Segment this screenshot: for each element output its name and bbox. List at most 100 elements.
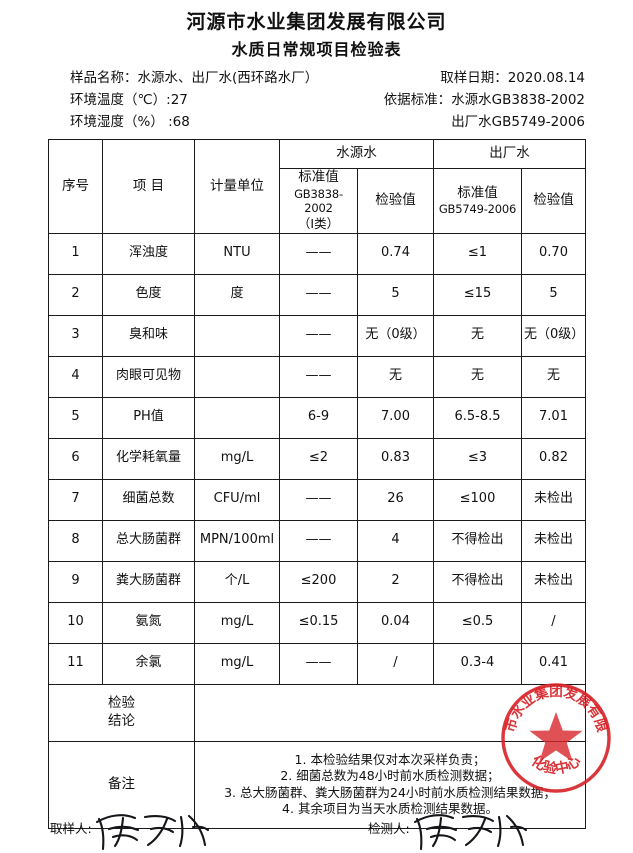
signature-area: 取样人: (48, 811, 585, 853)
cell-unit: mg/L (194, 437, 280, 480)
cell-index: 11 (48, 642, 103, 685)
cell-standard-source: —— (279, 478, 358, 521)
cell-index: 2 (48, 273, 103, 316)
temperature-value: 27 (170, 91, 188, 108)
conclusion-row: 检验 结论 (48, 683, 586, 742)
cell-item-name: 粪大肠菌群 (102, 560, 195, 603)
cell-standard-source: —— (279, 273, 358, 316)
cell-value-output: / (521, 601, 586, 644)
cell-value-source: 5 (357, 273, 434, 316)
cell-standard-output: 0.3-4 (433, 642, 522, 685)
cell-unit (194, 355, 280, 398)
humidity: 环境湿度（%） :68 (70, 112, 190, 132)
cell-value-source: 26 (357, 478, 434, 521)
cell-value-output: 无（0级） (521, 314, 586, 357)
cell-unit (194, 314, 280, 357)
cell-value-source: 无 (357, 355, 434, 398)
cell-value-output: 未检出 (521, 519, 586, 562)
humidity-label: 环境湿度（%） : (70, 113, 173, 130)
cell-standard-source: —— (279, 314, 358, 357)
cell-standard-output: 6.5-8.5 (433, 396, 522, 439)
cell-standard-source: ≤0.15 (279, 601, 358, 644)
remark-line-2: 2. 细菌总数为48小时前水质检测数据； (280, 768, 500, 784)
report-title: 水质日常规项目检验表 (231, 39, 402, 59)
sampling-date-value: 2020.08.14 (507, 69, 585, 86)
table-row: 8 总大肠菌群 MPN/100ml —— 4 不得检出 未检出 (48, 519, 586, 562)
table-row: 10 氨氮 mg/L ≤0.15 0.04 ≤0.5/ (48, 601, 586, 644)
cell-standard-source: ≤200 (279, 560, 358, 603)
cell-item-name: 余氯 (102, 642, 195, 685)
humidity-value: 68 (172, 113, 190, 130)
cell-value-output: 5 (521, 273, 586, 316)
standard-value-label: 标准值 (298, 169, 339, 185)
cell-value-source: 0.04 (357, 601, 434, 644)
meta-row-temperature: 环境温度（℃）:27 依据标准：水源水GB3838-2002 (70, 88, 585, 110)
sample-name: 样品名称：水源水、出厂水(西环路水厂） (70, 68, 318, 88)
cell-standard-source: ≤2 (279, 437, 358, 480)
table-row: 9 粪大肠菌群 个/L ≤200 2 不得检出 未检出 (48, 560, 586, 603)
cell-unit: mg/L (194, 642, 280, 685)
results-table: 序号 项 目 计量单位 水源水 出厂水 标准值 GB3838-2002 （Ⅰ类）… (48, 139, 586, 829)
cell-value-source: / (357, 642, 434, 685)
company-title: 河源市水业集团发展有限公司 (186, 11, 447, 33)
cell-value-output: 未检出 (521, 478, 586, 521)
cell-standard-output: ≤3 (433, 437, 522, 480)
table-row: 4 肉眼可见物 —— 无无无 (48, 355, 586, 398)
conclusion-label: 检验 结论 (48, 683, 195, 742)
cell-item-name: 肉眼可见物 (102, 355, 195, 398)
cell-standard-output: ≤1 (433, 232, 522, 275)
cell-standard-source: —— (279, 232, 358, 275)
table-row: 7 细菌总数 CFU/ml —— 26 ≤100 未检出 (48, 478, 586, 521)
cell-item-name: 氨氮 (102, 601, 195, 644)
cell-index: 9 (48, 560, 103, 603)
table-head: 序号 项 目 计量单位 水源水 出厂水 标准值 GB3838-2002 （Ⅰ类）… (48, 139, 586, 234)
cell-value-source: 7.00 (357, 396, 434, 439)
cell-unit (194, 396, 280, 439)
col-group-output-water: 出厂水 (433, 139, 586, 169)
standard-label: 依据标准： (383, 91, 452, 108)
remark-line-3: 3. 总大肠菌群、粪大肠菌群为24小时前水质检测结果数据； (224, 784, 556, 800)
table-row: 3 臭和味 —— 无（0级）无无（0级） (48, 314, 586, 357)
remark-line-1: 1. 本检验结果仅对本次采样负责； (294, 752, 486, 768)
cell-standard-source: —— (279, 355, 358, 398)
cell-unit: MPN/100ml (194, 519, 280, 562)
cell-item-name: 臭和味 (102, 314, 195, 357)
cell-value-output: 未检出 (521, 560, 586, 603)
report-page: 河源市水业集团发展有限公司 水质日常规项目检验表 样品名称：水源水、出厂水(西环… (0, 11, 633, 853)
cell-value-source: 无（0级） (357, 314, 434, 357)
tester-handwritten-signature (411, 811, 531, 851)
cell-standard-output: ≤0.5 (433, 601, 522, 644)
table-row: 6 化学耗氧量 mg/L ≤2 0.83 ≤3 0.82 (48, 437, 586, 480)
temperature: 环境温度（℃）:27 (70, 90, 188, 110)
cell-standard-output: 无 (433, 314, 522, 357)
table-head-row-1: 序号 项 目 计量单位 水源水 出厂水 (48, 139, 586, 234)
col-header-testvalue-source: 检验值 (357, 168, 434, 234)
cell-item-name: PH值 (102, 396, 195, 439)
conclusion-label-line1: 检验 (108, 695, 135, 712)
cell-standard-source: —— (279, 642, 358, 685)
sampler-label: 取样人: (50, 821, 92, 836)
cell-index: 5 (48, 396, 103, 439)
cell-standard-output: ≤100 (433, 478, 522, 521)
cell-standard-source: 6-9 (279, 396, 358, 439)
cell-value-source: 0.83 (357, 437, 434, 480)
cell-item-name: 细菌总数 (102, 478, 195, 521)
cell-index: 6 (48, 437, 103, 480)
sampler-handwritten-signature (93, 811, 213, 851)
cell-value-output: 无 (521, 355, 586, 398)
cell-index: 4 (48, 355, 103, 398)
tester-signature-block: 检测人: (368, 811, 531, 851)
standard-basis: 依据标准：水源水GB3838-2002 (384, 90, 585, 110)
cell-unit: NTU (194, 232, 280, 275)
table-head-row-2: 标准值 GB3838-2002 （Ⅰ类） 检验值 标准值 GB5749-2006… (49, 168, 586, 234)
conclusion-value (194, 683, 586, 742)
table-row: 2 色度度 —— 5 ≤15 5 (48, 273, 586, 316)
col-header-testvalue-output: 检验值 (521, 168, 586, 234)
conclusion-label-line2: 结论 (108, 712, 135, 729)
col-header-standard-source: 标准值 GB3838-2002 （Ⅰ类） (279, 168, 358, 234)
cell-item-name: 化学耗氧量 (102, 437, 195, 480)
col-header-unit: 计量单位 (194, 139, 280, 234)
col-header-standard-output: 标准值 GB5749-2006 (433, 168, 522, 234)
cell-standard-output: 不得检出 (433, 519, 522, 562)
standard-class-source: （Ⅰ类） (297, 216, 340, 232)
